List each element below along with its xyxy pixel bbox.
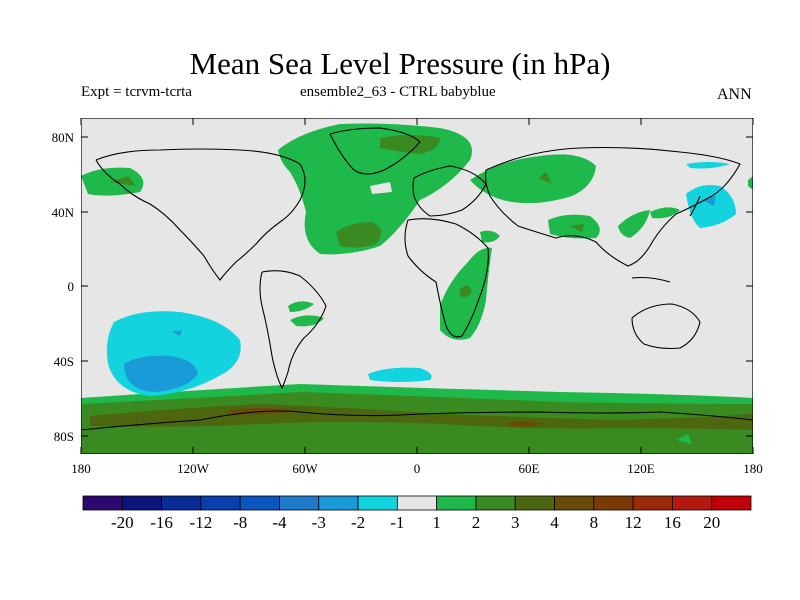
colorbar-label: 16 — [664, 513, 681, 532]
y-tick-label: 80S — [54, 429, 74, 444]
colorbar-swatch — [436, 495, 477, 511]
contour-sa-atlantic-2b — [290, 315, 324, 327]
contour-antarctic-patch — [676, 434, 692, 444]
experiment-label: Expt = tcrvm-tcrta — [81, 84, 192, 100]
colorbar-label: 12 — [625, 513, 642, 532]
colorbar-swatch — [554, 495, 595, 511]
contour-south-pacific-neg2 — [124, 355, 198, 392]
contour-south-pacific-dot — [172, 330, 182, 336]
contour-arctic-neg1 — [686, 162, 730, 169]
colorbar-swatch — [475, 495, 516, 511]
coast-africa — [404, 218, 489, 338]
coast-australia — [631, 303, 701, 350]
contour-eurasia-2 — [470, 154, 596, 204]
contour-africa-3 — [460, 285, 472, 298]
colorbar-label: -4 — [272, 513, 287, 532]
map-panel — [81, 118, 753, 454]
colorbar: -20 -16 -12 -8 -4 -3 -2 -1 1 2 3 4 8 12 16 20 — [82, 495, 752, 532]
colorbar-label: 3 — [511, 513, 520, 532]
colorbar-label: 4 — [550, 513, 559, 532]
contour-south-atlantic-neg1 — [368, 367, 432, 382]
coast-greenland — [329, 127, 421, 175]
ensemble-label: ensemble2_63 - CTRL babyblue — [300, 84, 496, 100]
colorbar-label: 1 — [432, 513, 441, 532]
x-tick-label: 120E — [627, 461, 655, 476]
y-tick-label: 0 — [68, 279, 75, 294]
x-tick-label: 180 — [743, 461, 763, 476]
coastlines — [81, 127, 753, 431]
coast-asia — [484, 146, 741, 267]
colorbar-label: -2 — [351, 513, 365, 532]
colorbar-label: 2 — [472, 513, 481, 532]
contour-red-sea-2 — [480, 230, 500, 243]
x-tick-label: 180 — [71, 461, 91, 476]
colorbar-label: -20 — [111, 513, 134, 532]
colorbar-swatch — [672, 495, 713, 511]
colorbar-swatch — [121, 495, 162, 511]
colorbar-swatch — [279, 495, 320, 511]
colorbar-swatch — [396, 495, 438, 511]
y-tick-label: 40S — [54, 354, 74, 369]
contour-north-atlantic-3 — [336, 222, 382, 248]
x-tick-label: 120W — [177, 461, 210, 476]
contour-north-pacific-neg2 — [702, 196, 716, 206]
x-tick-label: 60W — [292, 461, 318, 476]
y-tick-label: 40N — [52, 205, 75, 220]
contour-northwest-3 — [110, 176, 136, 186]
colorbar-swatch — [357, 495, 398, 511]
colorbar-label: -12 — [190, 513, 213, 532]
colorbar-swatch — [711, 495, 752, 511]
colorbar-label: -1 — [390, 513, 404, 532]
coast-japan — [689, 195, 701, 217]
contour-asia-3 — [570, 224, 584, 232]
colorbar-label: -3 — [312, 513, 326, 532]
contour-east-edge-2 — [748, 176, 753, 190]
y-axis-ticks: 80N 40N 0 40S 80S — [52, 130, 753, 444]
colorbar-label: 20 — [703, 513, 720, 532]
contour-china-2 — [618, 210, 650, 238]
coast-europe — [412, 165, 487, 217]
coast-antarctica — [81, 410, 753, 431]
contour-pacific-north-2 — [650, 207, 680, 219]
colorbar-swatch — [239, 495, 280, 511]
contour-north-pacific-neg1 — [686, 185, 736, 228]
coast-indonesia — [631, 276, 671, 283]
y-tick-label: 80N — [52, 130, 75, 145]
colorbar-label: 8 — [590, 513, 599, 532]
colorbar-label: -8 — [233, 513, 247, 532]
colorbar-swatch — [514, 495, 555, 511]
contour-eurasia-3 — [538, 172, 552, 184]
colorbar-swatch — [632, 495, 673, 511]
coast-north-america — [95, 148, 306, 281]
plot-title: Mean Sea Level Pressure (in hPa) — [189, 46, 611, 81]
contour-greenland-3 — [380, 135, 440, 154]
colorbar-label: -16 — [150, 513, 173, 532]
colorbar-swatch — [318, 495, 359, 511]
x-tick-label: 0 — [414, 461, 421, 476]
colorbar-swatch — [593, 495, 634, 511]
colorbar-swatch — [82, 495, 123, 511]
coast-south-america — [259, 270, 327, 390]
x-axis-ticks: 180 120W 60W 0 60E 120E 180 — [71, 118, 763, 476]
contour-antarctic-8b — [510, 421, 545, 427]
x-tick-label: 60E — [519, 461, 540, 476]
colorbar-swatch — [161, 495, 202, 511]
contour-sa-atlantic-2 — [288, 301, 314, 312]
contour-arctic-hole — [370, 182, 392, 194]
colorbar-swatch — [200, 495, 241, 511]
season-label: ANN — [717, 86, 752, 103]
